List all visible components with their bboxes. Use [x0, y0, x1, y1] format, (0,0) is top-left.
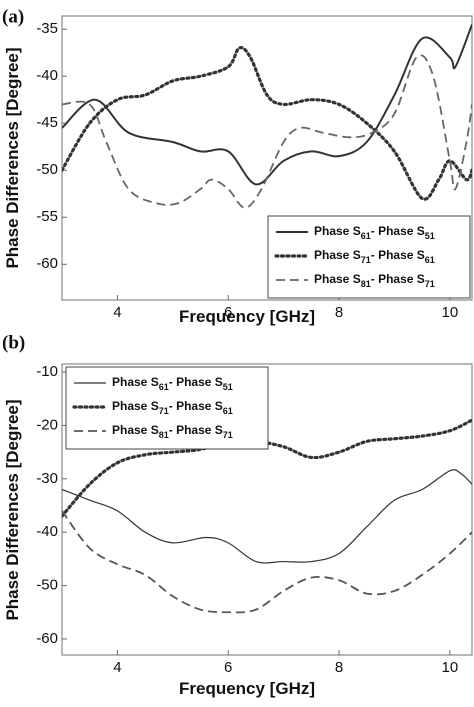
legend-label: Phase S61- Phase S51: [314, 224, 435, 241]
y-tick-label: -45: [36, 114, 58, 131]
y-tick-label: -60: [36, 255, 58, 272]
legend-label: Phase S81- Phase S71: [314, 272, 435, 289]
legend-box: [65, 366, 269, 450]
y-tick-label: -30: [36, 470, 58, 487]
x-tick-label: 4: [113, 659, 121, 676]
y-tick-label: -60: [36, 630, 58, 647]
x-tick-label: 6: [224, 659, 232, 676]
y-tick-label: -10: [36, 363, 58, 380]
series-line: [62, 54, 472, 209]
x-tick-label: 10: [441, 659, 458, 676]
y-axis-label: Phase Differences [Degree]: [3, 47, 22, 268]
plot-frame: [61, 15, 473, 301]
plot-frame: [61, 363, 473, 656]
series-line: [62, 510, 472, 614]
y-tick-label: -40: [36, 523, 58, 540]
series-line: [62, 418, 472, 518]
y-tick-label: -35: [36, 20, 58, 37]
y-tick-label: -50: [36, 577, 58, 594]
y-axis-label: Phase Differences [Degree]: [3, 399, 22, 620]
x-axis-label: Frequency [GHz]: [179, 679, 315, 698]
x-axis-label: Frequency [GHz]: [179, 307, 315, 326]
series-line: [62, 24, 472, 186]
legend-label: Phase S71- Phase S61: [112, 399, 233, 416]
legend-label: Phase S71- Phase S61: [314, 248, 435, 265]
y-tick-label: -50: [36, 161, 58, 178]
legend-box: [267, 215, 471, 299]
y-tick-label: -55: [36, 208, 58, 225]
y-tick-label: -40: [36, 67, 58, 84]
legend-label: Phase S61- Phase S51: [112, 375, 233, 392]
x-tick-label: 8: [335, 304, 343, 321]
x-tick-label: 10: [441, 304, 458, 321]
series-line: [62, 46, 472, 201]
series-line: [62, 469, 472, 564]
panel-label: (a): [2, 6, 24, 27]
x-tick-label: 6: [224, 304, 232, 321]
y-tick-label: -20: [36, 416, 58, 433]
panel-label: (b): [2, 332, 25, 353]
x-tick-label: 8: [335, 659, 343, 676]
legend-label: Phase S81- Phase S71: [112, 423, 233, 440]
x-tick-label: 4: [113, 304, 121, 321]
